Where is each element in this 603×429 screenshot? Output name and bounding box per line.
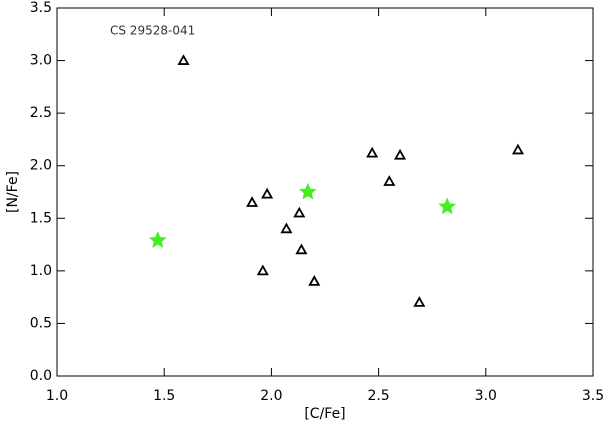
triangle-marker <box>413 296 426 307</box>
triangle-marker <box>383 175 396 186</box>
x-tick-label: 2.5 <box>367 388 389 404</box>
triangle-marker <box>295 243 308 255</box>
y-tick-label: 3.0 <box>30 53 52 69</box>
plot-frame <box>56 7 594 377</box>
y-tick-label: 2.5 <box>30 105 52 121</box>
x-tick-label: 3.0 <box>475 388 497 404</box>
triangle-marker <box>511 143 524 155</box>
triangle-marker <box>177 54 190 65</box>
triangle-marker <box>308 275 321 286</box>
x-tick-label: 1.0 <box>46 388 68 404</box>
y-axis-label: [N/Fe] <box>5 171 21 213</box>
y-tick-label: 0.5 <box>30 315 52 331</box>
triangle-marker <box>261 187 274 199</box>
annotation: CS 29528-041 <box>110 24 195 38</box>
triangle-marker <box>280 222 293 234</box>
star-marker <box>438 197 457 215</box>
y-tick-label: 1.5 <box>30 210 52 226</box>
star-marker <box>299 182 317 200</box>
star-marker <box>148 231 167 248</box>
x-tick-label: 1.5 <box>153 388 175 404</box>
triangle-marker <box>394 148 407 160</box>
triangle-marker <box>256 264 269 276</box>
y-tick-label: 0.0 <box>30 368 52 384</box>
y-tick-label: 2.0 <box>30 158 52 174</box>
triangle-marker <box>246 196 259 207</box>
y-tick-label: 1.0 <box>30 263 52 279</box>
triangle-marker <box>366 146 379 158</box>
y-tick-label: 3.5 <box>30 0 52 16</box>
x-tick-label: 2.0 <box>260 388 282 404</box>
x-axis-label: [C/Fe] <box>304 406 345 422</box>
x-tick-label: 3.5 <box>582 388 603 404</box>
triangle-marker <box>293 206 306 218</box>
